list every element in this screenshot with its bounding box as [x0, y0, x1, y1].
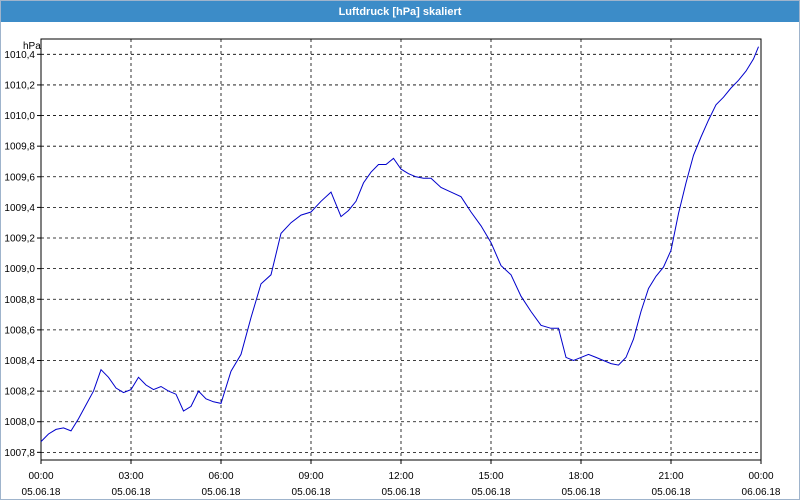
- y-axis-unit-label: hPa: [23, 41, 41, 52]
- x-tick-time-label: 12:00: [388, 471, 413, 482]
- x-tick-time-label: 00:00: [28, 471, 53, 482]
- x-tick-time-label: 18:00: [568, 471, 593, 482]
- x-tick-date-label: 06.06.18: [742, 487, 781, 498]
- x-tick-date-label: 05.06.18: [382, 487, 421, 498]
- x-tick-date-label: 05.06.18: [562, 487, 601, 498]
- x-tick-time-label: 00:00: [748, 471, 773, 482]
- y-tick-label: 1008,6: [4, 325, 35, 336]
- x-tick-date-label: 05.06.18: [292, 487, 331, 498]
- grid-lines: [41, 39, 761, 460]
- x-tick-time-label: 21:00: [658, 471, 683, 482]
- y-tick-label: 1008,0: [4, 417, 35, 428]
- x-tick-date-label: 05.06.18: [112, 487, 151, 498]
- y-tick-label: 1009,0: [4, 264, 35, 275]
- y-tick-label: 1010,0: [4, 111, 35, 122]
- x-tick-time-label: 15:00: [478, 471, 503, 482]
- y-tick-label: 1010,4: [4, 50, 35, 61]
- series-line-luftdruck: [40, 46, 759, 442]
- x-tick-date-label: 05.06.18: [652, 487, 691, 498]
- y-tick-label: 1010,2: [4, 80, 35, 91]
- x-axis-ticks: 00:00 05.06.18 03:00 05.06.18 06:00 05.06.18 0…: [22, 460, 781, 498]
- y-axis-ticks: 1007,8 1008,0 1008,2 1008,4 1008,6 1008,8 1009…: [4, 50, 41, 459]
- y-tick-label: 1009,8: [4, 142, 35, 153]
- y-tick-label: 1009,2: [4, 234, 35, 245]
- y-tick-label: 1008,2: [4, 387, 35, 398]
- x-tick-time-label: 06:00: [208, 471, 233, 482]
- y-tick-label: 1009,6: [4, 172, 35, 183]
- chart-title: Luftdruck [hPa] skaliert: [1, 1, 799, 22]
- x-tick-date-label: 05.06.18: [472, 487, 511, 498]
- x-tick-time-label: 03:00: [118, 471, 143, 482]
- x-tick-date-label: 05.06.18: [22, 487, 61, 498]
- series-layer: [40, 46, 759, 442]
- x-tick-date-label: 05.06.18: [202, 487, 241, 498]
- y-tick-label: 1007,8: [4, 448, 35, 459]
- x-tick-time-label: 09:00: [298, 471, 323, 482]
- y-tick-label: 1008,4: [4, 356, 35, 367]
- y-tick-label: 1008,8: [4, 295, 35, 306]
- y-tick-label: 1009,4: [4, 203, 35, 214]
